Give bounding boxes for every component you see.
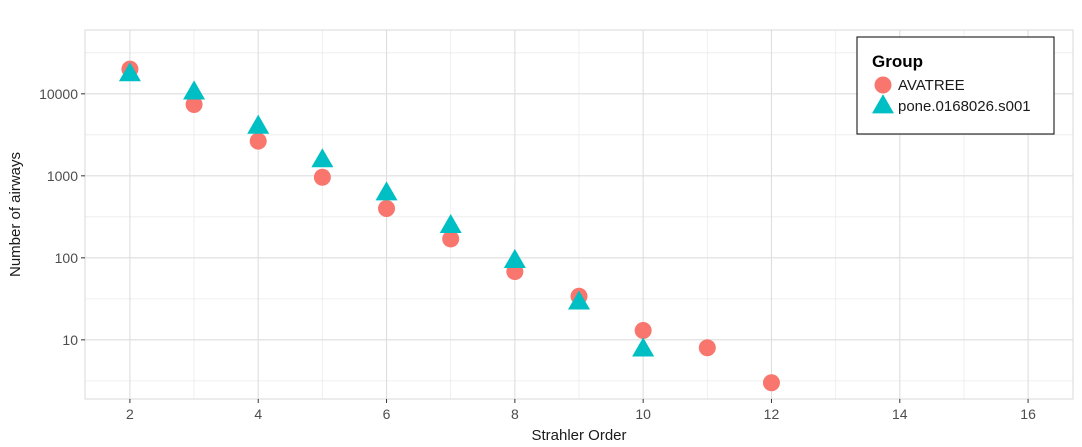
- x-axis: 2 4 6 8 10 12 14 16: [126, 399, 1036, 422]
- x-tick-label: 14: [892, 406, 908, 422]
- x-tick-label: 12: [764, 406, 780, 422]
- data-point-circle: [313, 168, 331, 186]
- x-tick-label: 8: [511, 406, 519, 422]
- data-point-triangle: [311, 148, 334, 168]
- y-tick-label: 1000: [47, 168, 78, 184]
- data-point-triangle: [118, 62, 141, 82]
- y-tick-label: 10: [62, 332, 78, 348]
- series-triangle: [118, 62, 655, 357]
- x-tick-label: 2: [126, 406, 134, 422]
- data-point-circle: [698, 339, 716, 357]
- data-point-circle: [185, 96, 203, 114]
- data-point-triangle: [439, 213, 462, 234]
- legend-triangle-key: [872, 94, 894, 114]
- x-tick-label: 10: [635, 406, 651, 422]
- data-point-triangle: [247, 114, 270, 134]
- legend: Group AVATREE pone.0168026.s001: [856, 36, 1055, 135]
- data-point-circle: [442, 230, 460, 248]
- y-axis-title: Number of airways: [7, 152, 24, 277]
- y-tick-label: 100: [55, 250, 79, 266]
- data-point-circle: [378, 199, 396, 217]
- data-point-triangle: [503, 248, 526, 268]
- legend-title: Group: [872, 52, 923, 71]
- legend-items: AVATREE pone.0168026.s001: [872, 76, 1031, 115]
- data-point-circle: [249, 132, 267, 150]
- data-point-triangle: [375, 181, 398, 201]
- data-point-triangle: [183, 80, 206, 100]
- legend-item: AVATREE: [874, 76, 965, 94]
- legend-label: AVATREE: [898, 77, 965, 94]
- x-axis-title: Strahler Order: [531, 427, 626, 444]
- legend-label: pone.0168026.s001: [898, 98, 1031, 115]
- x-tick-label: 16: [1020, 406, 1036, 422]
- data-point-triangle: [568, 290, 590, 310]
- x-tick-label: 4: [254, 406, 262, 422]
- y-tick-label: 10000: [39, 86, 78, 102]
- data-point-circle: [634, 322, 652, 340]
- data-point-triangle: [632, 337, 655, 357]
- legend-circle-key: [874, 76, 892, 94]
- data-point-circle: [762, 374, 780, 392]
- y-axis: 10 100 1000 10000: [39, 86, 85, 348]
- legend-item: pone.0168026.s001: [872, 94, 1031, 115]
- x-tick-label: 6: [383, 406, 391, 422]
- panel-border: [84, 29, 1074, 400]
- series-layer: [118, 60, 780, 392]
